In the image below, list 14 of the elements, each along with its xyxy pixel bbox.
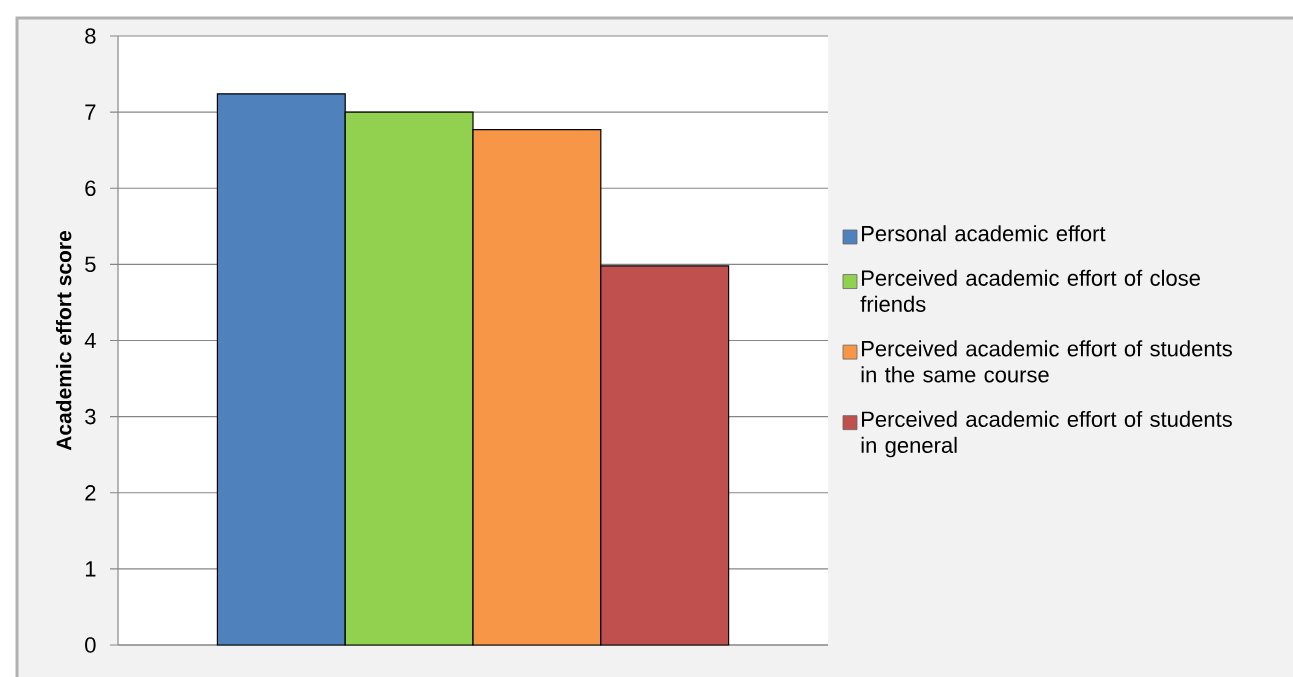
legend-label: Perceived academic effort of students in the same course (861, 340, 1232, 383)
y-tick-label: 4 (84, 332, 96, 349)
y-tick-label: 8 (85, 28, 96, 44)
y-tick-label: 5 (85, 256, 96, 273)
y-tick-label: 6 (85, 180, 96, 197)
legend-label: Perceived academic effort of close friends (860, 269, 1200, 312)
y-tick-label: 7 (85, 104, 96, 120)
legend-label: Personal academic effort (862, 225, 1106, 242)
legend-label: Perceived academic effort of students in general (861, 410, 1232, 458)
y-tick-label: 3 (85, 408, 96, 425)
y-tick-label: 1 (85, 561, 96, 577)
y-axis-title: Academic effort score (55, 230, 72, 451)
y-tick-label: 0 (85, 637, 96, 653)
y-tick-label: 2 (85, 485, 96, 501)
